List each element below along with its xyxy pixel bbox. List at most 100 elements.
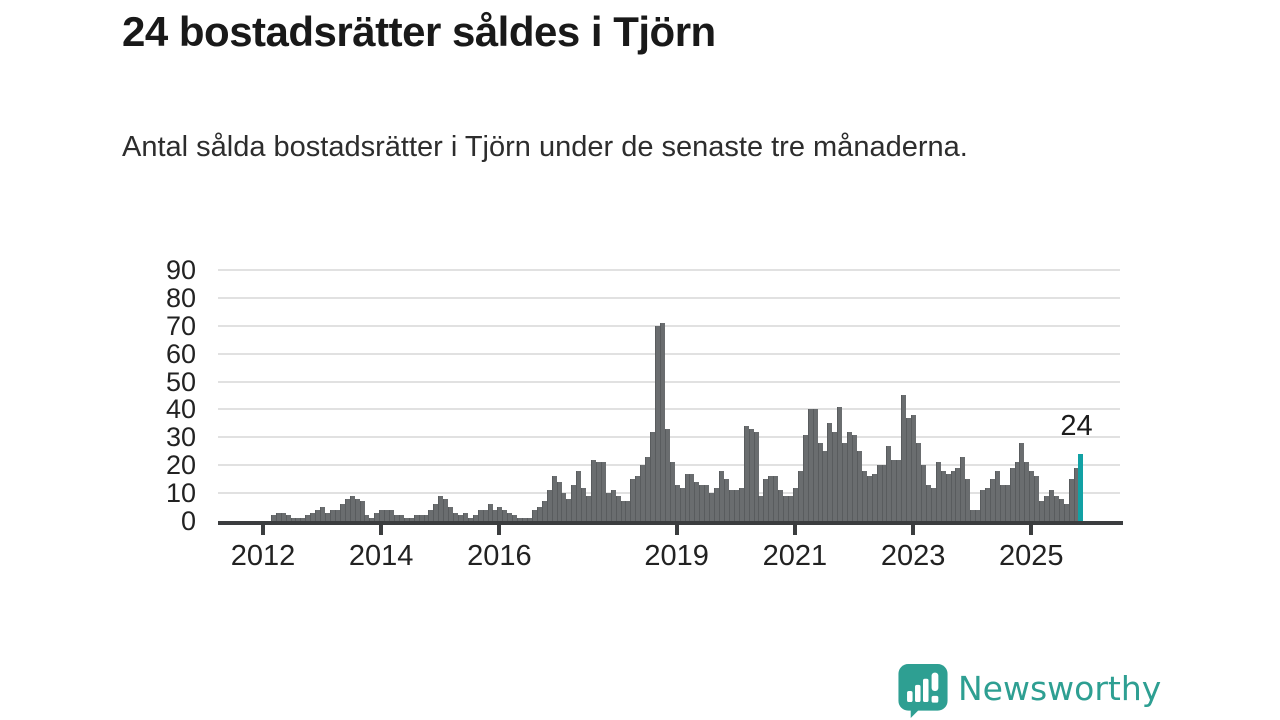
bar — [364, 515, 370, 521]
bar — [571, 484, 577, 521]
bar — [576, 470, 582, 521]
bar — [502, 509, 508, 521]
bar — [640, 465, 646, 521]
x-axis-tick-label: 2021 — [762, 540, 828, 572]
bar — [280, 512, 286, 521]
bar — [630, 479, 636, 521]
page-title: 24 bostadsrätter såldes i Tjörn — [122, 8, 716, 55]
bar — [822, 451, 828, 521]
bar — [393, 515, 399, 521]
bar — [369, 518, 375, 521]
gridline — [218, 380, 1120, 383]
bar — [886, 445, 892, 521]
bar — [980, 490, 986, 521]
gridline — [218, 268, 1120, 271]
bar — [684, 473, 690, 521]
bar — [856, 451, 862, 521]
bar — [797, 470, 803, 521]
y-axis-tick-label: 40 — [165, 394, 196, 425]
bar — [1034, 476, 1040, 521]
y-axis-tick-label: 0 — [180, 506, 196, 536]
bar — [467, 518, 473, 521]
bar — [940, 470, 946, 521]
bar — [344, 498, 350, 521]
bar — [315, 509, 321, 521]
bar — [536, 507, 542, 521]
bar — [773, 476, 779, 521]
bar — [512, 515, 518, 521]
bar — [531, 509, 537, 521]
bar — [586, 495, 592, 521]
bar — [891, 459, 897, 521]
bar — [413, 515, 419, 521]
bar — [1073, 467, 1079, 521]
bar — [916, 442, 922, 521]
newsworthy-logo-text: Newsworthy — [958, 668, 1162, 708]
bar — [581, 487, 587, 521]
bar — [817, 442, 823, 521]
y-axis-tick-label: 30 — [165, 422, 196, 453]
bar — [438, 495, 444, 521]
bar — [945, 473, 951, 521]
bar — [1024, 462, 1030, 521]
bar — [300, 518, 306, 521]
bar — [290, 518, 296, 521]
bar — [310, 512, 316, 521]
bar — [379, 509, 385, 521]
bar — [911, 414, 917, 521]
bar — [768, 476, 774, 521]
x-axis-tick-label: 2012 — [230, 540, 296, 572]
bar — [906, 417, 912, 521]
bar — [920, 465, 926, 521]
bar — [861, 470, 867, 521]
bar — [787, 495, 793, 521]
bar — [896, 459, 902, 521]
bar — [674, 484, 680, 521]
bar — [743, 426, 749, 521]
highlight-value-label: 24 — [1060, 410, 1093, 443]
bar — [477, 509, 483, 521]
bar — [738, 487, 744, 521]
newsworthy-logo-icon — [898, 664, 948, 718]
bar — [448, 507, 454, 521]
y-axis-tick-label: 50 — [165, 366, 196, 397]
bar — [507, 512, 513, 521]
bar — [600, 462, 606, 521]
y-axis-tick-label: 10 — [165, 478, 196, 509]
bar — [305, 515, 311, 521]
bar — [659, 322, 665, 521]
bar — [832, 431, 838, 521]
bar — [566, 498, 572, 521]
bar — [960, 456, 966, 521]
chart-subtitle: Antal sålda bostadsrätter i Tjörn under … — [122, 131, 968, 163]
x-axis-tick-label: 2025 — [999, 540, 1064, 572]
bar — [408, 518, 414, 521]
x-axis-tick — [674, 525, 679, 535]
bar — [719, 470, 725, 521]
bar — [285, 515, 291, 521]
bar — [620, 501, 626, 521]
bar — [561, 493, 567, 521]
bar — [876, 465, 882, 521]
bar — [403, 518, 409, 521]
bar — [1009, 467, 1015, 521]
y-axis-tick-label: 20 — [165, 450, 196, 481]
bar — [655, 325, 660, 521]
bar — [354, 498, 360, 521]
bar — [669, 462, 675, 521]
bar — [458, 515, 463, 521]
bar — [615, 495, 621, 521]
bar — [709, 493, 715, 521]
bar — [827, 423, 833, 521]
bar — [748, 428, 754, 521]
bar — [837, 406, 843, 521]
bar — [871, 473, 877, 521]
bar — [339, 504, 345, 521]
bar — [329, 509, 335, 521]
bar — [453, 512, 459, 521]
bar — [625, 501, 631, 521]
x-axis-tick-label: 2023 — [880, 540, 946, 572]
y-axis-tick-label: 80 — [165, 282, 196, 313]
